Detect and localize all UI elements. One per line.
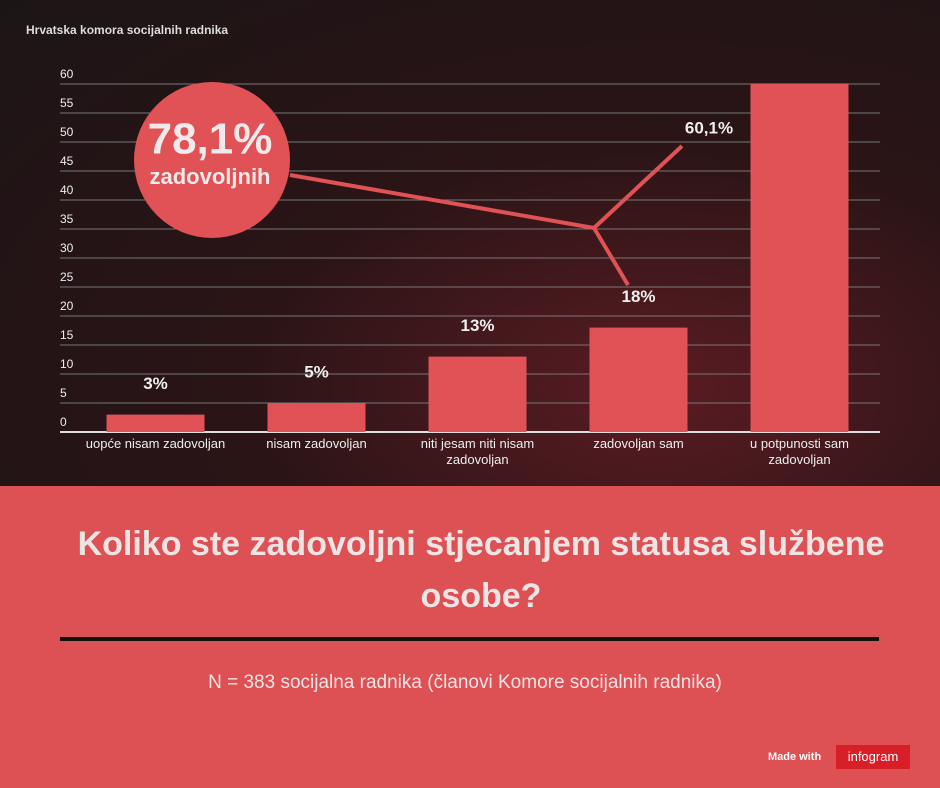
y-tick-label: 15: [60, 328, 74, 342]
y-tick-label: 60: [60, 67, 74, 81]
y-tick-label: 40: [60, 183, 74, 197]
y-tick-label: 20: [60, 299, 74, 313]
title: Koliko ste zadovoljni stjecanjem statusa…: [77, 525, 885, 615]
x-tick-label: zadovoljan sam: [593, 436, 684, 451]
y-tick-label: 55: [60, 96, 74, 110]
y-tick-label: 10: [60, 357, 74, 371]
value-label: 5%: [304, 362, 329, 381]
annotation-line: [289, 173, 595, 230]
x-tick-label: niti jesam niti nisam zadovoljan: [420, 436, 535, 467]
bar: [428, 356, 527, 432]
value-label: 3%: [143, 374, 168, 393]
divider: [60, 637, 879, 641]
x-tick-label: u potpunosti sam zadovoljan: [749, 436, 849, 467]
annotation-small: zadovoljnih: [150, 164, 271, 189]
brand[interactable]: infogram: [836, 745, 910, 769]
annotation-line: [592, 144, 684, 230]
y-tick-label: 25: [60, 270, 74, 284]
bar: [589, 327, 688, 432]
y-tick-label: 45: [60, 154, 74, 168]
y-tick-label: 35: [60, 212, 74, 226]
bar: [106, 414, 205, 432]
value-label: 60,1%: [685, 118, 733, 137]
made-with: Made with: [768, 751, 822, 763]
annotation-line: [592, 226, 630, 287]
subtitle: N = 383 socijalna radnika (članovi Komor…: [208, 672, 722, 693]
annotation-big: 78,1%: [148, 115, 273, 164]
x-tick-label: nisam zadovoljan: [266, 436, 367, 451]
value-label: 13%: [460, 316, 494, 335]
source: Hrvatska komora socijalnih radnika: [26, 23, 229, 37]
value-label: 18%: [621, 287, 655, 306]
y-tick-label: 0: [60, 415, 67, 429]
y-tick-label: 30: [60, 241, 74, 255]
bar: [267, 403, 366, 432]
annotation-circle: [134, 82, 290, 238]
y-tick-label: 50: [60, 125, 74, 139]
y-tick-label: 5: [60, 386, 67, 400]
x-tick-label: uopće nisam zadovoljan: [85, 436, 226, 451]
bar: [750, 83, 849, 433]
